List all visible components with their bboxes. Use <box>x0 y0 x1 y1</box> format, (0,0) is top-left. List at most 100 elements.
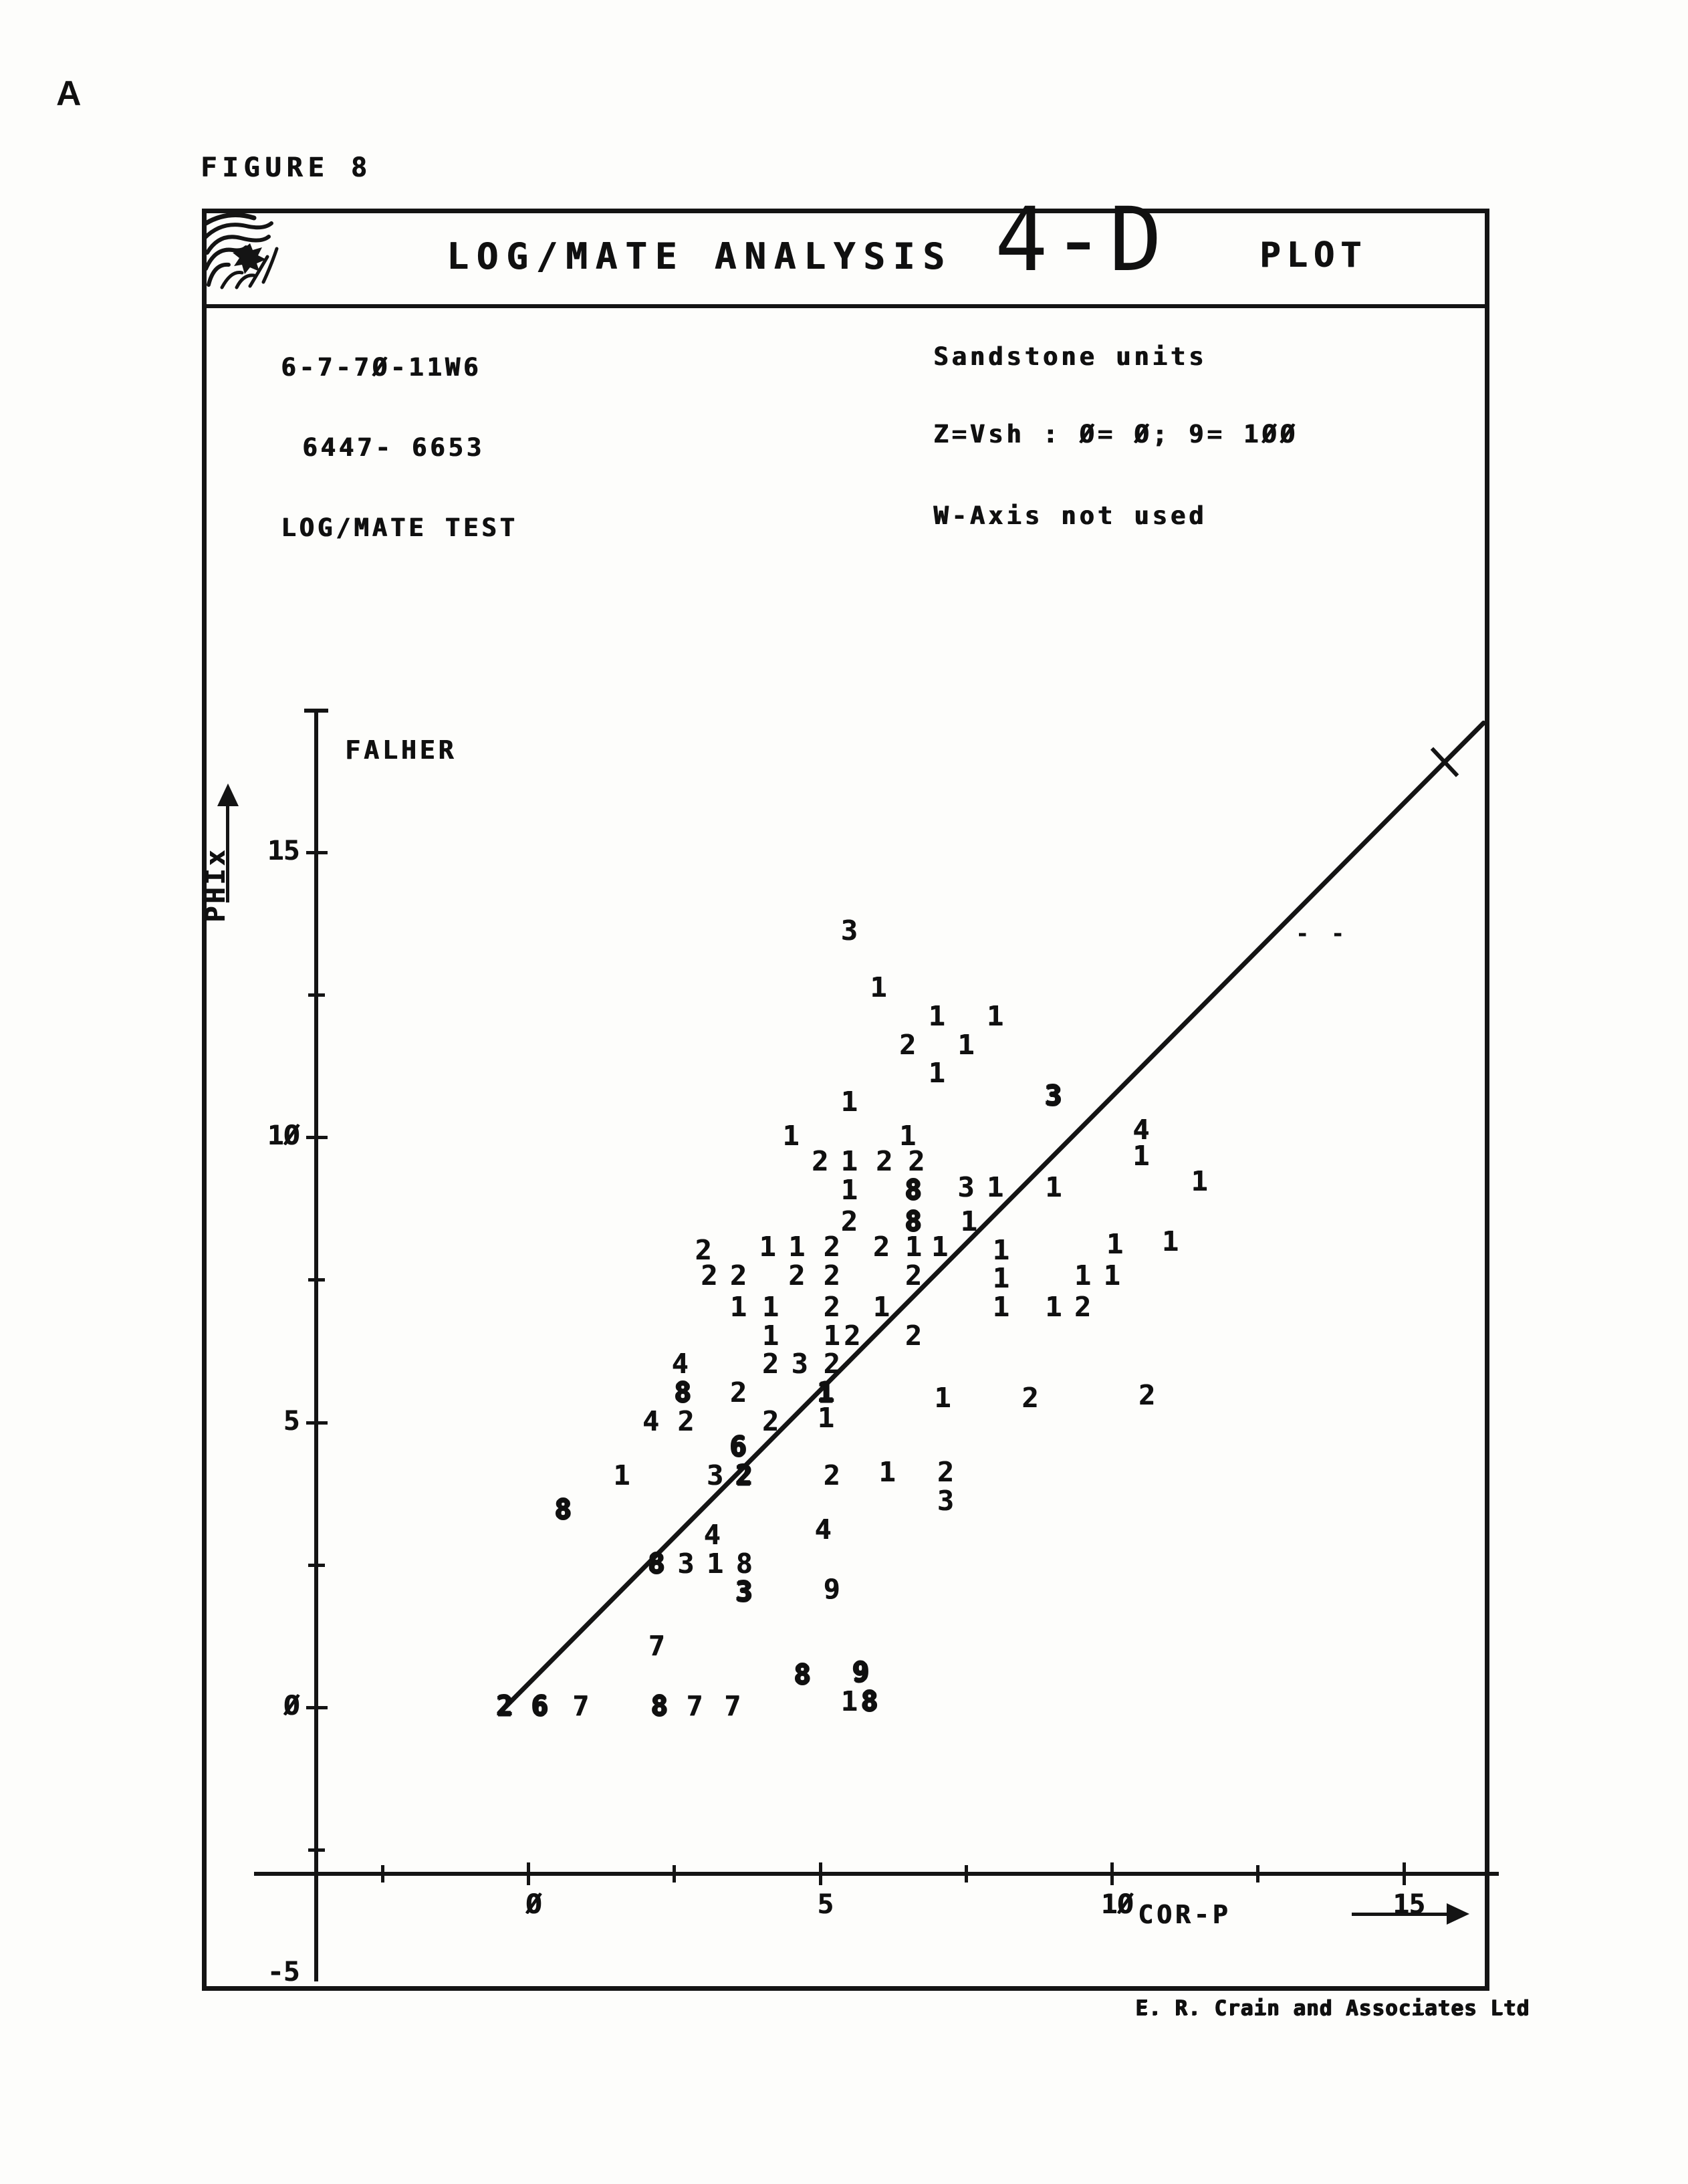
data-point-digit: 2 <box>695 1233 712 1266</box>
data-point-digit: 1 <box>1045 1171 1062 1203</box>
data-point-digit: 7 <box>724 1689 741 1722</box>
data-point-digit: 7 <box>648 1630 665 1663</box>
scribble-stamp-icon <box>203 213 279 289</box>
y-axis-line <box>314 711 318 1981</box>
data-point-digit: 3 <box>791 1348 808 1380</box>
x-axis-arrow-shaft <box>1352 1913 1452 1916</box>
data-point-digit: 8 <box>861 1685 878 1718</box>
data-point-digit: 2 <box>761 1348 779 1380</box>
data-point-digit: 1 <box>761 1319 779 1352</box>
data-point-digit: 1 <box>992 1233 1009 1266</box>
data-point-digit: 2 <box>701 1259 717 1292</box>
y-axis-tick <box>306 850 328 854</box>
figure-title-left: LOG/MATE ANALYSIS <box>447 235 953 277</box>
data-point-digit: 1 <box>960 1205 977 1237</box>
x-tick-label: 5 <box>817 1889 834 1920</box>
figure-title-4d: 4-D <box>995 189 1167 291</box>
data-point-digit: 1 <box>840 1085 858 1118</box>
data-point-digit: 3 <box>677 1547 695 1580</box>
data-point-digit: 1 <box>872 1290 890 1323</box>
stamp-blob <box>233 243 266 274</box>
y-axis-minor-tick <box>308 993 325 997</box>
data-point-digit: 1 <box>613 1459 630 1491</box>
data-point-digit: 1 <box>729 1290 747 1323</box>
data-point-digit: 3 <box>840 914 858 947</box>
data-point-digit: 6 <box>531 1689 548 1722</box>
data-point-digit: 2 <box>1074 1290 1091 1323</box>
data-point-digit: 2 <box>823 1231 840 1263</box>
data-point-digit: 1 <box>1074 1259 1091 1292</box>
stray-scan-mark: - - <box>1295 920 1349 947</box>
data-point-digit: 1 <box>928 1057 945 1090</box>
data-point-digit: 1 <box>931 1231 948 1263</box>
data-point-digit: 8 <box>905 1173 922 1206</box>
data-point-digit: 2 <box>788 1259 805 1292</box>
data-point-digit: 8 <box>735 1547 753 1580</box>
data-point-digit: 8 <box>905 1205 922 1237</box>
x-axis-tick <box>1402 1862 1406 1885</box>
y-axis-arrow-shaft <box>226 802 229 902</box>
data-point-digit: 1 <box>1045 1290 1062 1323</box>
figure-caption: FIGURE 8 <box>201 152 372 183</box>
data-point-digit: 1 <box>840 1685 858 1718</box>
y-axis-top-cap <box>304 709 328 713</box>
data-point-digit: 4 <box>1132 1114 1149 1146</box>
data-point-digit: 8 <box>651 1689 668 1722</box>
x-axis-tick <box>527 1862 530 1885</box>
data-point-digit: 2 <box>840 1205 858 1237</box>
data-point-digit: 1 <box>782 1119 800 1152</box>
data-point-digit: 1 <box>878 1456 896 1489</box>
data-point-digit: 2 <box>823 1259 840 1292</box>
data-point-digit: 1 <box>1132 1139 1149 1172</box>
data-point-digit: 8 <box>794 1658 811 1691</box>
data-point-digit: 3 <box>957 1171 975 1203</box>
data-point-digit: 9 <box>823 1572 840 1605</box>
data-point-digit: 3 <box>1045 1080 1062 1112</box>
x-axis-minor-tick <box>1256 1865 1260 1883</box>
data-point-digit: 1 <box>934 1382 951 1415</box>
x-axis-arrow-right-icon <box>1447 1903 1469 1925</box>
y-tick-label: 1Ø <box>267 1120 299 1152</box>
data-point-digit: 6 <box>729 1430 747 1463</box>
header-separator-line <box>202 304 1485 308</box>
data-point-digit: 2 <box>677 1405 695 1437</box>
x-axis-title: COR-P <box>1138 1900 1231 1929</box>
figure-border-box <box>202 209 1489 1991</box>
y-axis-tick <box>306 1421 328 1425</box>
data-point-digit: 1 <box>1191 1165 1208 1198</box>
data-point-digit: 2 <box>729 1376 747 1409</box>
data-point-digit: 1 <box>707 1547 723 1580</box>
data-point-digit: 8 <box>675 1376 691 1409</box>
figure-title-right: PLOT <box>1259 235 1368 275</box>
data-point-digit: 1 <box>759 1231 776 1263</box>
data-point-digit: 1 <box>761 1290 779 1323</box>
data-point-digit: 2 <box>761 1405 779 1437</box>
data-point-digit: 3 <box>707 1459 723 1491</box>
data-point-digit: 2 <box>905 1259 922 1292</box>
test-name-text: LOG/MATE TEST <box>281 513 518 542</box>
data-point-digit: 2 <box>844 1319 860 1352</box>
data-point-digit: 1 <box>905 1231 922 1263</box>
y-tick-label: 5 <box>283 1405 299 1437</box>
x-axis-minor-tick <box>380 1865 384 1883</box>
data-point-digit: 2 <box>876 1145 892 1178</box>
page-corner-label: A <box>56 74 82 113</box>
regression-line <box>497 719 1487 1715</box>
x-axis-tick <box>1110 1862 1114 1885</box>
data-point-digit: 1 <box>992 1262 1009 1295</box>
data-point-digit: 2 <box>823 1348 840 1380</box>
data-point-digit: 2 <box>823 1290 840 1323</box>
x-axis-tick <box>818 1862 822 1885</box>
data-point-digit: 1 <box>823 1319 840 1352</box>
data-point-digit: 1 <box>788 1231 805 1263</box>
data-point-digit: 7 <box>686 1689 703 1722</box>
y-axis-tick <box>306 1136 328 1139</box>
data-point-digit: 2 <box>1138 1378 1155 1411</box>
y-tick-label: -5 <box>267 1957 299 1988</box>
data-point-digit: 4 <box>814 1513 832 1546</box>
data-point-digit: 1 <box>1106 1227 1123 1260</box>
data-point-digit: 2 <box>729 1259 747 1292</box>
data-point-digit: 4 <box>642 1405 659 1437</box>
